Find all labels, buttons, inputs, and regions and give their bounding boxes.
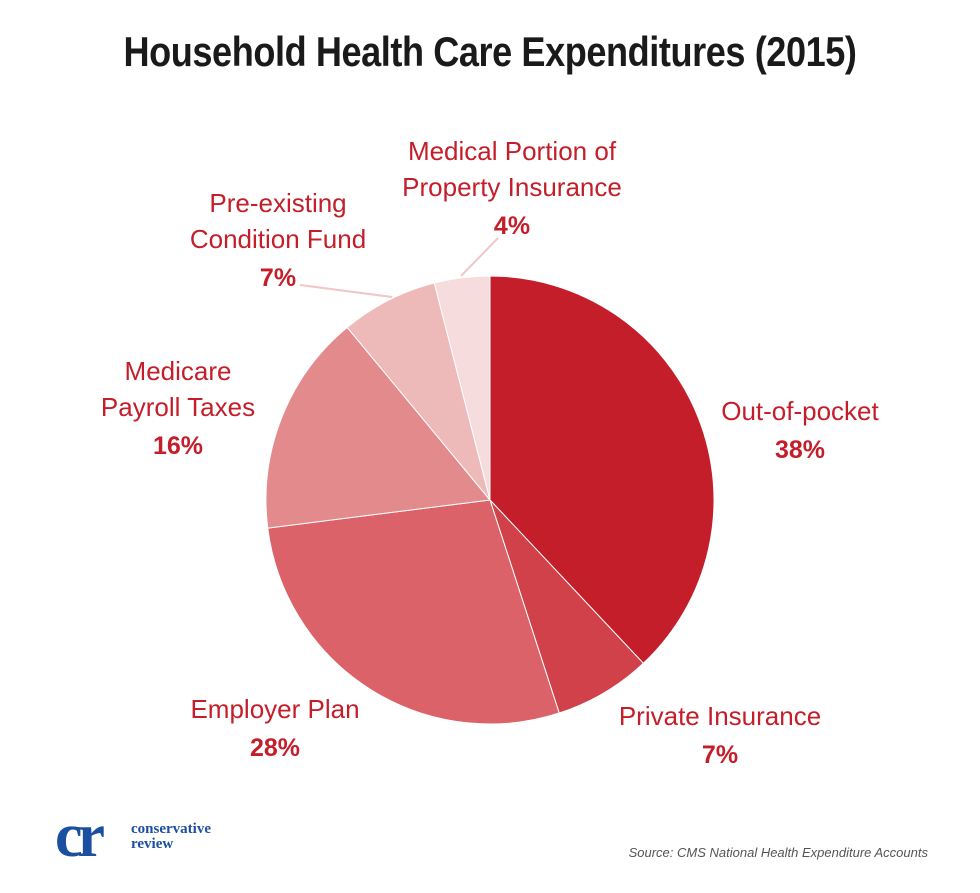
slice-label-employer-plan: Employer Plan 28% bbox=[190, 694, 359, 762]
slice-label-out-of-pocket: Out-of-pocket 38% bbox=[721, 396, 879, 464]
slice-percent: 38% bbox=[775, 436, 825, 464]
leader-pre-existing bbox=[299, 284, 393, 298]
pie-slice-medical-portion-of-property-insurance bbox=[433, 275, 491, 501]
source-note: Source: CMS National Health Expenditure … bbox=[628, 845, 928, 860]
slice-label-line: Medical Portion of bbox=[408, 136, 617, 166]
slice-label-line: Employer Plan bbox=[190, 694, 359, 724]
slice-label-line: Condition Fund bbox=[190, 224, 366, 254]
slice-label-line: Payroll Taxes bbox=[101, 392, 255, 422]
logo-line-1: conservative bbox=[131, 821, 211, 837]
logo-wordmark: conservative review bbox=[131, 822, 211, 852]
pie-slice-employer-plan bbox=[267, 499, 560, 725]
leader-medical-property bbox=[460, 237, 499, 277]
logo-mark: cr bbox=[55, 802, 105, 870]
leader-lines bbox=[299, 237, 499, 298]
slice-percent: 4% bbox=[494, 212, 530, 240]
slice-percent: 7% bbox=[702, 741, 738, 769]
slice-label-line: Medicare bbox=[125, 356, 232, 386]
slice-labels: Out-of-pocket 38% Private Insurance 7% Emplo… bbox=[101, 136, 880, 769]
slice-label-line: Out-of-pocket bbox=[721, 396, 879, 426]
slice-label-line: Property Insurance bbox=[402, 172, 622, 202]
pie-slices bbox=[265, 275, 715, 725]
slice-percent: 16% bbox=[153, 432, 203, 460]
slice-label-line: Private Insurance bbox=[619, 701, 821, 731]
conservative-review-logo: cr conservative review bbox=[55, 802, 255, 870]
logo-line-2: review bbox=[131, 836, 174, 852]
slice-label-medicare-payroll-taxes: Medicare Payroll Taxes 16% bbox=[101, 356, 255, 460]
slice-label-private-insurance: Private Insurance 7% bbox=[619, 701, 821, 769]
chart-title: Household Health Care Expenditures (2015… bbox=[123, 28, 857, 75]
pie-slice-out-of-pocket bbox=[489, 275, 715, 664]
slice-label-medical-portion-of-property-insurance: Medical Portion of Property Insurance 4% bbox=[402, 136, 622, 240]
slice-percent: 28% bbox=[250, 734, 300, 762]
slice-percent: 7% bbox=[260, 264, 296, 292]
pie-slice-medicare-payroll-taxes bbox=[265, 326, 491, 529]
slice-label-pre-existing-condition-fund: Pre-existing Condition Fund 7% bbox=[190, 188, 366, 292]
slice-label-line: Pre-existing bbox=[209, 188, 346, 218]
